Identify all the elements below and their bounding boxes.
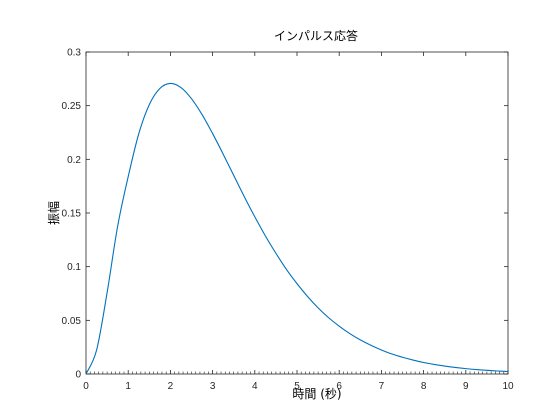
- axis-ticks: [85, 51, 509, 375]
- y-tick-label-0: 0: [75, 370, 81, 381]
- x-axis-label: 時間 (秒): [292, 387, 341, 401]
- x-tick-label-6: 6: [336, 381, 342, 392]
- x-tick-label-0: 0: [83, 381, 89, 392]
- x-tick-label-1: 1: [125, 381, 131, 392]
- chart-title: インパルス応答: [274, 28, 358, 43]
- x-tick-label-3: 3: [210, 381, 216, 392]
- y-tick-label-3: 0.15: [62, 209, 82, 220]
- y-tick-label-1: 0.05: [62, 316, 82, 327]
- y-tick-label-4: 0.2: [67, 155, 81, 166]
- x-tick-label-2: 2: [168, 381, 174, 392]
- x-tick-label-7: 7: [379, 381, 385, 392]
- impulse-response-line: [85, 82, 509, 375]
- x-tick-label-9: 9: [463, 381, 469, 392]
- x-tick-label-4: 4: [252, 381, 258, 392]
- x-tick-label-5: 5: [294, 381, 300, 392]
- y-tick-label-5: 0.25: [62, 101, 82, 112]
- plot-area: [85, 51, 509, 375]
- x-tick-label-10: 10: [502, 381, 514, 392]
- y-tick-label-2: 0.1: [67, 262, 81, 273]
- x-tick-label-8: 8: [421, 381, 427, 392]
- y-tick-label-6: 0.3: [67, 48, 81, 59]
- axis-tick-labels: 0 1 2 3 4 5 6 7 8 9 10 0 0.05 0.1 0.15 0.2 0.25 0.3: [62, 48, 514, 393]
- y-axis-label: 振幅: [46, 201, 61, 225]
